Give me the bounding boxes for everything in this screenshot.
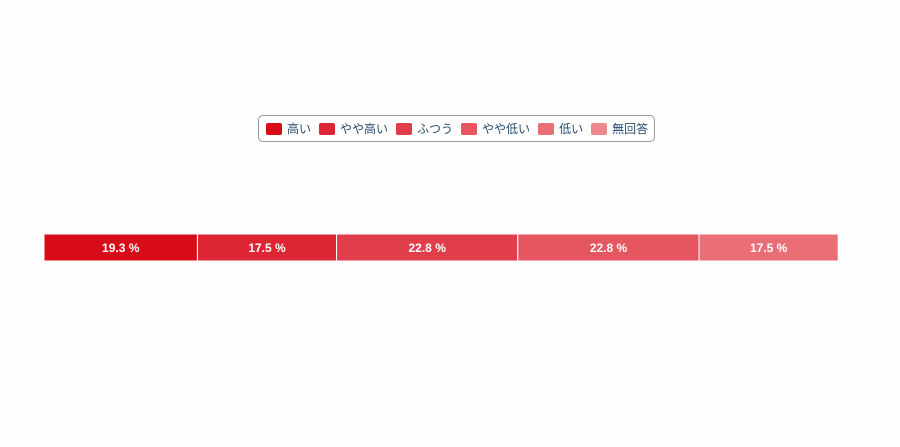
data-label: 22.8 % <box>590 241 628 255</box>
legend-label: 高い <box>287 122 312 136</box>
data-label: 19.3 % <box>102 241 140 255</box>
legend: 高い やや高い ふつう やや低い 低い 無回答 <box>258 115 656 142</box>
legend-item[interactable]: ふつう <box>396 120 453 137</box>
legend-label: やや高い <box>340 122 389 136</box>
bar-segment[interactable] <box>196 233 338 262</box>
data-label: 17.5 % <box>248 241 286 255</box>
legend-swatch <box>461 122 478 135</box>
legend-item[interactable]: 無回答 <box>591 120 648 137</box>
legend-label: 無回答 <box>612 122 649 136</box>
legend-item[interactable]: 低い <box>538 120 583 137</box>
legend-swatch <box>319 122 336 135</box>
legend-item[interactable]: やや低い <box>461 120 530 137</box>
bar-segment[interactable] <box>698 233 839 262</box>
legend-swatch <box>538 122 555 135</box>
legend-label: やや低い <box>482 122 531 136</box>
legend-label: 低い <box>559 122 584 136</box>
legend-swatch <box>396 122 413 135</box>
legend-swatch <box>266 122 282 135</box>
legend-label: ふつう <box>417 122 454 136</box>
bar-segment[interactable] <box>43 233 198 262</box>
data-label: 17.5 % <box>750 241 788 255</box>
legend-swatch <box>591 122 608 135</box>
legend-item[interactable]: 高い <box>266 120 311 137</box>
legend-item[interactable]: やや高い <box>319 120 388 137</box>
data-label: 22.8 % <box>409 241 447 255</box>
